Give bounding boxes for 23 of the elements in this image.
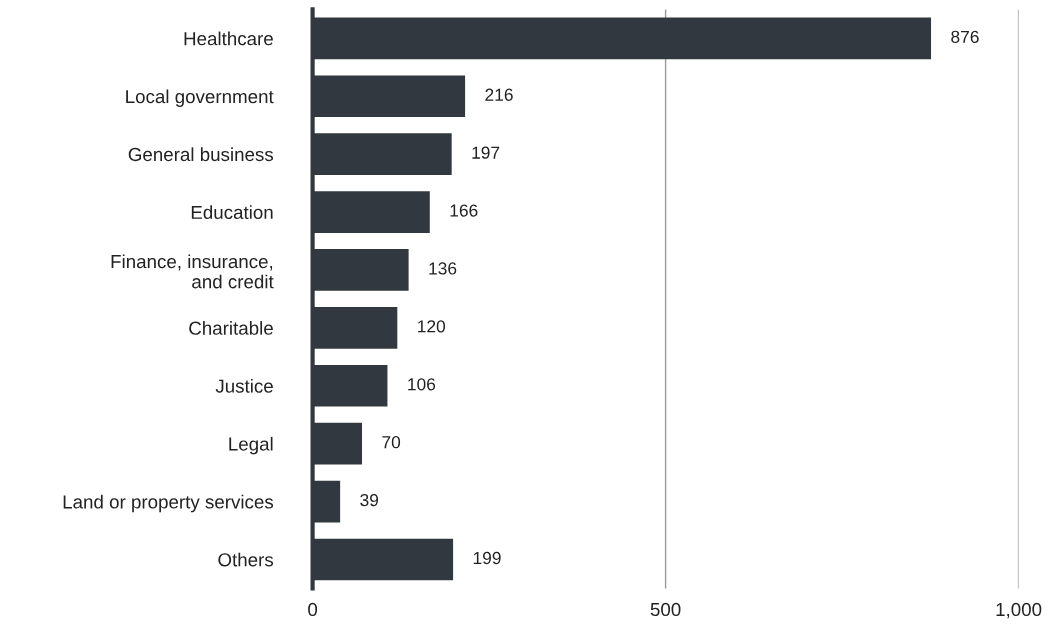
data-label: 70 [382, 436, 401, 449]
data-label: 166 [450, 204, 478, 217]
y-tick-label: Education [191, 205, 273, 220]
x-tick-label: 0 [308, 602, 318, 617]
y-tick-label: Finance, insurance, and credit [111, 254, 274, 289]
x-tick-label: 500 [650, 602, 681, 617]
data-label: 199 [473, 551, 501, 565]
data-label: 136 [429, 262, 457, 275]
y-tick-label: Justice [215, 378, 273, 393]
data-label: 120 [418, 320, 446, 333]
y-tick-label: Local government [126, 89, 274, 107]
y-tick-label: Land or property services [63, 494, 274, 513]
y-tick-label: Healthcare [184, 31, 273, 46]
data-label: 39 [360, 493, 379, 507]
data-label: 216 [485, 88, 513, 101]
data-label: 197 [472, 146, 500, 159]
y-tick-label: Legal [229, 436, 273, 455]
data-label: 876 [951, 30, 979, 43]
y-tick-label: General business [128, 147, 274, 162]
y-tick-label: Others [218, 552, 274, 567]
y-tick-label: Charitable [189, 321, 273, 335]
x-tick-label: 1,000 [996, 602, 1042, 619]
data-label: 106 [408, 378, 436, 391]
